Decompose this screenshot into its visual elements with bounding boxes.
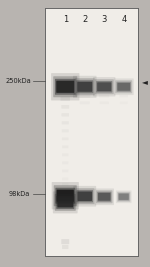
FancyBboxPatch shape bbox=[114, 78, 134, 95]
FancyBboxPatch shape bbox=[119, 194, 129, 200]
FancyBboxPatch shape bbox=[94, 189, 114, 205]
FancyBboxPatch shape bbox=[117, 83, 130, 91]
FancyBboxPatch shape bbox=[61, 113, 69, 116]
FancyBboxPatch shape bbox=[77, 82, 92, 92]
FancyBboxPatch shape bbox=[73, 76, 96, 98]
Text: 250kDa: 250kDa bbox=[6, 78, 32, 84]
FancyBboxPatch shape bbox=[75, 78, 95, 95]
FancyBboxPatch shape bbox=[117, 82, 131, 92]
FancyBboxPatch shape bbox=[96, 81, 112, 93]
FancyBboxPatch shape bbox=[93, 77, 115, 96]
FancyBboxPatch shape bbox=[62, 245, 68, 249]
FancyBboxPatch shape bbox=[55, 188, 75, 204]
FancyBboxPatch shape bbox=[97, 192, 111, 202]
FancyBboxPatch shape bbox=[98, 193, 110, 201]
FancyBboxPatch shape bbox=[61, 97, 70, 101]
FancyBboxPatch shape bbox=[53, 76, 77, 97]
FancyBboxPatch shape bbox=[95, 79, 114, 94]
Text: 2: 2 bbox=[82, 15, 87, 24]
FancyBboxPatch shape bbox=[52, 182, 79, 209]
FancyBboxPatch shape bbox=[73, 186, 96, 207]
FancyBboxPatch shape bbox=[55, 79, 76, 95]
FancyBboxPatch shape bbox=[117, 192, 130, 202]
FancyBboxPatch shape bbox=[61, 239, 69, 244]
FancyBboxPatch shape bbox=[115, 80, 132, 93]
Text: 1: 1 bbox=[63, 15, 68, 24]
FancyBboxPatch shape bbox=[56, 81, 74, 93]
Text: 98kDa: 98kDa bbox=[8, 191, 30, 197]
FancyBboxPatch shape bbox=[51, 73, 79, 100]
FancyBboxPatch shape bbox=[116, 190, 132, 203]
FancyBboxPatch shape bbox=[57, 190, 74, 202]
FancyBboxPatch shape bbox=[76, 190, 93, 202]
FancyBboxPatch shape bbox=[56, 196, 74, 209]
FancyBboxPatch shape bbox=[55, 194, 76, 211]
FancyBboxPatch shape bbox=[53, 191, 78, 213]
FancyBboxPatch shape bbox=[97, 82, 111, 91]
Text: 3: 3 bbox=[102, 15, 107, 24]
Text: ◄: ◄ bbox=[142, 77, 148, 86]
FancyBboxPatch shape bbox=[76, 80, 93, 93]
FancyBboxPatch shape bbox=[96, 190, 112, 203]
FancyBboxPatch shape bbox=[75, 188, 94, 204]
FancyBboxPatch shape bbox=[118, 193, 129, 201]
FancyBboxPatch shape bbox=[61, 105, 69, 109]
Text: 4: 4 bbox=[121, 15, 126, 24]
FancyBboxPatch shape bbox=[62, 121, 69, 124]
FancyBboxPatch shape bbox=[54, 185, 77, 206]
FancyBboxPatch shape bbox=[78, 191, 92, 201]
FancyBboxPatch shape bbox=[57, 197, 73, 207]
